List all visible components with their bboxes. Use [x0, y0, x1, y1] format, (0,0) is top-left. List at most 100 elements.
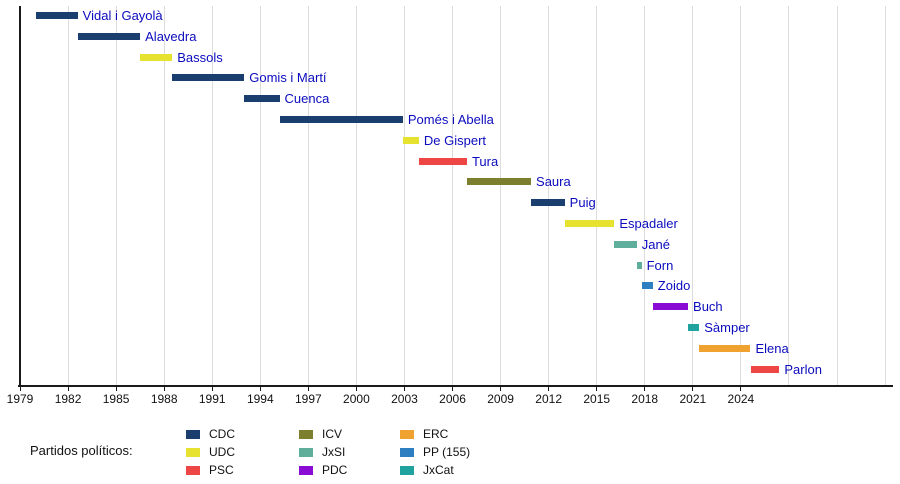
- timeline-bar: [614, 240, 637, 248]
- x-tick-mark: [115, 387, 117, 391]
- x-tick-mark: [452, 387, 454, 391]
- legend-swatch-udc: [186, 447, 200, 457]
- legend-item: ERC: [400, 427, 513, 441]
- x-tick-mark: [548, 387, 550, 391]
- legend-swatch-jxsi: [299, 447, 313, 457]
- legend-swatch-erc: [400, 429, 414, 439]
- gridline: [500, 6, 502, 385]
- bar-label: Forn: [646, 257, 674, 273]
- legend-column: ICV JxSI PDC: [299, 427, 400, 477]
- x-tick-label: 2024: [727, 392, 755, 406]
- legend-column: CDC UDC PSC: [186, 427, 299, 477]
- x-tick-label: 2018: [631, 392, 659, 406]
- legend-swatch-psc: [186, 465, 200, 475]
- x-tick-label: 1991: [198, 392, 226, 406]
- x-tick-label: 1994: [246, 392, 274, 406]
- bar-label: Cuenca: [284, 91, 330, 107]
- gridline: [884, 6, 886, 385]
- legend-label: PSC: [209, 463, 234, 477]
- timeline-bar: [140, 53, 173, 61]
- gridline: [836, 6, 838, 385]
- y-axis-line: [19, 6, 21, 385]
- timeline-bar: [244, 95, 280, 103]
- timeline-bar: [279, 116, 403, 123]
- legend-columns: CDC UDC PSC ICV JxSI PDC ERC PP (155) JxCat: [186, 427, 513, 477]
- x-tick-mark: [307, 387, 309, 391]
- bar-label: Tura: [471, 153, 499, 169]
- bar-label: De Gispert: [423, 132, 487, 148]
- legend-label: PP (155): [423, 445, 471, 459]
- x-tick-label: 2000: [343, 392, 370, 406]
- legend-item: UDC: [186, 445, 299, 459]
- timeline-bar: [418, 157, 467, 165]
- timeline-bar: [531, 199, 565, 207]
- bar-label: Vidal i Gayolà: [82, 8, 163, 23]
- gridline: [596, 6, 598, 385]
- x-tick-label: 2003: [391, 392, 418, 406]
- x-tick-label: 2006: [439, 392, 466, 406]
- legend-title: Partidos políticos:: [30, 443, 133, 458]
- x-tick-label: 1985: [102, 392, 130, 406]
- legend-item: ICV: [299, 427, 400, 441]
- gridline: [115, 6, 117, 385]
- x-tick-mark: [596, 387, 598, 391]
- gridline: [403, 6, 405, 385]
- bar-label: Elena: [755, 340, 789, 356]
- legend-label: JxSI: [322, 445, 346, 459]
- legend-swatch-cdc: [186, 429, 200, 439]
- gridline: [644, 6, 646, 385]
- gridline: [740, 6, 742, 385]
- legend-swatch-pp-155-: [400, 447, 414, 457]
- bar-label: Buch: [693, 299, 723, 315]
- gridline: [355, 6, 357, 385]
- legend-label: JxCat: [423, 463, 454, 477]
- gridline: [163, 6, 165, 385]
- legend-label: CDC: [209, 427, 235, 441]
- bar-label: Pomés i Abella: [407, 112, 494, 127]
- timeline-bar: [750, 365, 780, 373]
- legend-item: PSC: [186, 463, 299, 477]
- legend: Partidos políticos: CDC UDC PSC ICV JxSI PDC E…: [0, 424, 900, 484]
- bar-label: Zoido: [657, 278, 691, 294]
- x-tick-mark: [644, 387, 646, 391]
- gridline: [788, 6, 790, 385]
- bar-label: Sàmper: [704, 320, 750, 335]
- bar-label: Parlon: [784, 361, 822, 377]
- plot-area: 1979 1982 1985 1988 1991 1994 1997 2000 2003 2006…: [7, 6, 893, 406]
- gridline: [67, 6, 69, 385]
- timeline-bar: [77, 32, 141, 40]
- legend-label: ICV: [322, 427, 343, 441]
- bar-label: Puig: [569, 195, 596, 211]
- x-tick-mark: [355, 387, 357, 391]
- bar-label: Gomis i Martí: [249, 70, 327, 86]
- bar-label: Saura: [536, 174, 571, 190]
- timeline-bar: [172, 74, 245, 82]
- x-tick-mark: [19, 387, 21, 391]
- x-tick-label: 1982: [54, 392, 82, 406]
- timeline-bar: [688, 324, 700, 331]
- gridline: [452, 6, 454, 385]
- legend-swatch-jxcat: [400, 465, 414, 475]
- timeline-bar: [402, 136, 419, 144]
- x-tick-label: 2021: [679, 392, 707, 406]
- timeline-bar: [652, 303, 689, 311]
- legend-label: PDC: [322, 463, 348, 477]
- x-tick-label: 1988: [150, 392, 178, 406]
- timeline-bar: [699, 344, 751, 352]
- timeline-bar: [641, 282, 653, 290]
- legend-item: JxSI: [299, 445, 400, 459]
- x-tick-mark: [500, 387, 502, 391]
- x-tick-mark: [67, 387, 69, 391]
- timeline-bar: [466, 178, 532, 186]
- gridline: [211, 6, 213, 385]
- legend-column: ERC PP (155) JxCat: [400, 427, 513, 477]
- legend-item: PDC: [299, 463, 400, 477]
- x-tick-mark: [740, 387, 742, 391]
- bar-label: Alavedra: [145, 28, 197, 44]
- timeline-bar: [564, 220, 615, 227]
- gridline: [692, 6, 694, 385]
- x-tick-mark: [403, 387, 405, 391]
- x-tick-label: 1997: [295, 392, 322, 406]
- x-tick-mark: [163, 387, 165, 391]
